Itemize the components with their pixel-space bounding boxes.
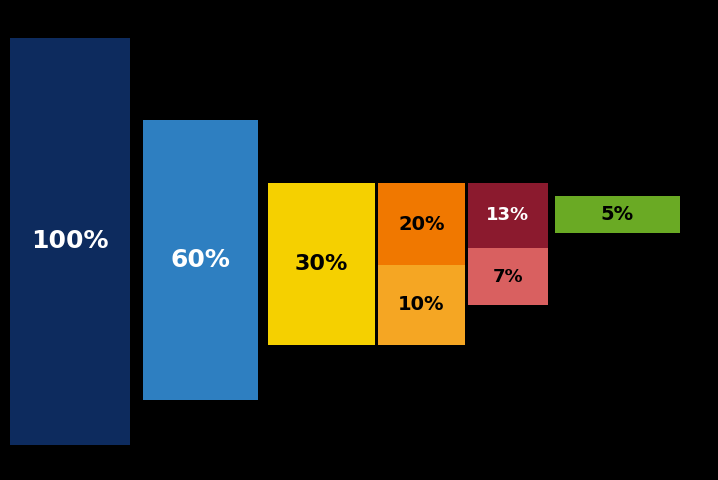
Bar (468, 183, 548, 248)
Bar (468, 248, 548, 305)
Text: 7%: 7% (493, 267, 523, 286)
Text: 60%: 60% (171, 248, 230, 272)
Text: 5%: 5% (601, 205, 634, 224)
Text: 13%: 13% (486, 206, 530, 225)
Bar (378, 183, 465, 265)
Bar (10, 38, 130, 445)
Text: 100%: 100% (32, 229, 108, 253)
Bar (143, 120, 258, 400)
Bar (378, 265, 465, 345)
Bar (555, 196, 680, 233)
Text: 20%: 20% (398, 215, 444, 233)
Text: 30%: 30% (295, 254, 348, 274)
Text: 10%: 10% (398, 296, 444, 314)
Bar (268, 183, 375, 345)
